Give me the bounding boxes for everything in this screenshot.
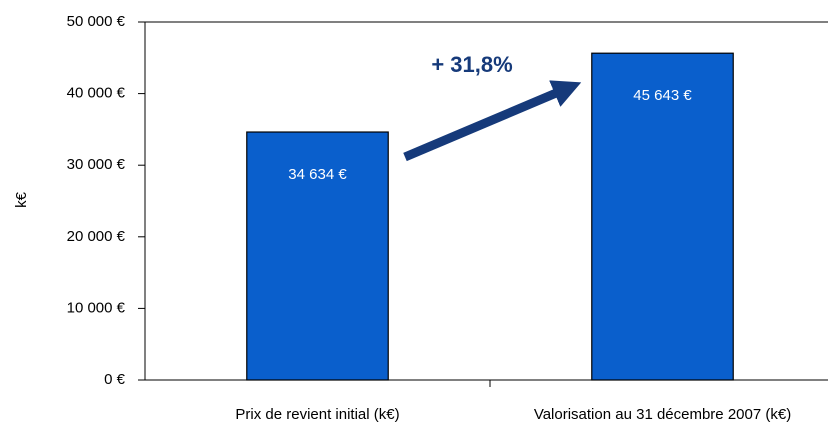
annotation: + 31,8% <box>431 52 512 77</box>
x-tick-label: Prix de revient initial (k€) <box>235 406 399 423</box>
y-tick-label: 50 000 € <box>67 13 126 30</box>
x-tick-label: Valorisation au 31 décembre 2007 (k€) <box>534 406 791 423</box>
value-label: 34 634 € <box>288 166 347 183</box>
value-label: 45 643 € <box>633 87 692 104</box>
y-tick-label: 40 000 € <box>67 85 126 102</box>
bar <box>246 131 389 381</box>
y-tick-label: 10 000 € <box>67 299 126 316</box>
y-axis-label: k€ <box>13 191 30 208</box>
y-tick-label: 0 € <box>104 371 126 388</box>
y-tick-label: 30 000 € <box>67 156 126 173</box>
y-tick-label: 20 000 € <box>67 228 126 245</box>
arrow <box>403 80 582 162</box>
bar <box>591 52 734 381</box>
